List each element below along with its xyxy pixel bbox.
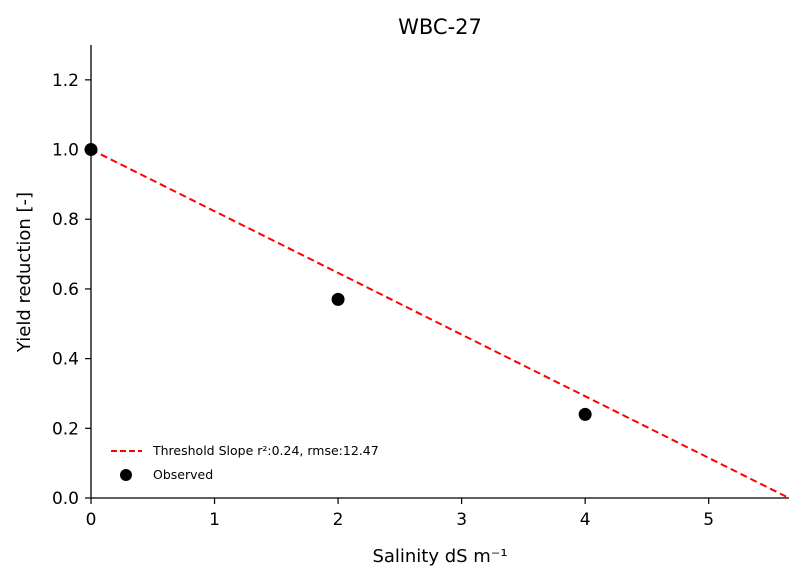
- y-tick-label: 1.2: [52, 71, 79, 91]
- y-tick-label: 0.0: [52, 489, 79, 509]
- x-tick-label: 1: [209, 510, 220, 530]
- y-tick-label: 0.6: [52, 280, 79, 300]
- legend-label-observed: Observed: [153, 467, 213, 482]
- x-axis-label: Salinity dS m⁻¹: [372, 546, 507, 567]
- y-tick-label: 0.2: [52, 419, 79, 439]
- x-tick-label: 2: [333, 510, 344, 530]
- chart-title: WBC-27: [398, 15, 482, 39]
- x-tick-label: 5: [703, 510, 714, 530]
- legend-swatch-observed: [120, 469, 132, 481]
- x-ticks: 0 1 2 3 4 5: [86, 498, 714, 530]
- y-tick-label: 0.4: [52, 350, 79, 370]
- y-tick-label: 0.8: [52, 210, 79, 230]
- x-tick-label: 0: [86, 510, 97, 530]
- threshold-slope-line: [90, 148, 790, 499]
- y-axis-label: Yield reduction [-]: [14, 192, 35, 353]
- observed-point: [578, 407, 592, 421]
- x-tick-label: 4: [580, 510, 591, 530]
- legend: Threshold Slope r²:0.24, rmse:12.47 Obse…: [111, 443, 379, 482]
- x-tick-label: 3: [456, 510, 467, 530]
- legend-label-threshold-slope: Threshold Slope r²:0.24, rmse:12.47: [152, 443, 379, 458]
- plot-area: [84, 143, 790, 499]
- observed-point: [331, 292, 345, 306]
- y-ticks: 0.0 0.2 0.4 0.6 0.8 1.0 1.2: [52, 71, 91, 509]
- y-tick-label: 1.0: [52, 141, 79, 161]
